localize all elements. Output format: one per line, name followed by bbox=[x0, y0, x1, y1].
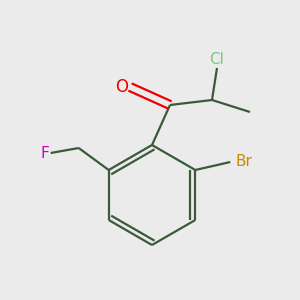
Text: O: O bbox=[116, 78, 128, 96]
Text: Cl: Cl bbox=[210, 52, 224, 68]
Text: Br: Br bbox=[235, 154, 252, 169]
Text: F: F bbox=[40, 146, 49, 160]
